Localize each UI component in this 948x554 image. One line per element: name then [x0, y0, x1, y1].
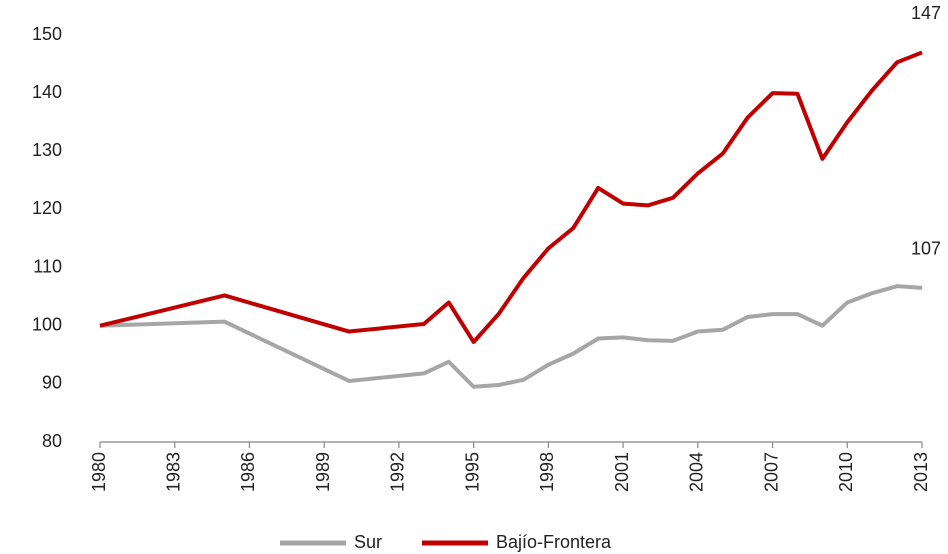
data-label: 107	[911, 239, 941, 259]
y-tick-label: 100	[32, 314, 62, 334]
x-tick-label: 1986	[238, 452, 258, 492]
x-tick-label: 1989	[313, 452, 333, 492]
x-tick-label: 1995	[462, 452, 482, 492]
x-tick-label: 2001	[612, 452, 632, 492]
series-line	[99, 50, 923, 344]
x-tick-label: 1992	[388, 452, 408, 492]
x-tick-label: 2013	[911, 452, 931, 492]
y-tick-label: 80	[42, 431, 62, 451]
y-tick-label: 110	[33, 256, 62, 276]
x-tick-label: 1983	[163, 452, 183, 492]
data-label: 147	[911, 3, 941, 23]
x-tick-label: 2004	[687, 452, 707, 492]
y-tick-label: 120	[32, 198, 62, 218]
series-line	[99, 284, 923, 389]
x-tick-label: 1980	[89, 452, 109, 492]
x-tick-label: 1998	[537, 452, 557, 492]
legend-label: Bajío-Frontera	[496, 532, 612, 552]
legend-label: Sur	[354, 532, 382, 552]
x-tick-label: 2007	[761, 452, 781, 492]
y-tick-label: 140	[32, 82, 62, 102]
y-tick-label: 90	[42, 373, 62, 393]
y-tick-label: 150	[32, 24, 62, 44]
y-tick-label: 130	[32, 140, 62, 160]
x-tick-label: 2010	[836, 452, 856, 492]
